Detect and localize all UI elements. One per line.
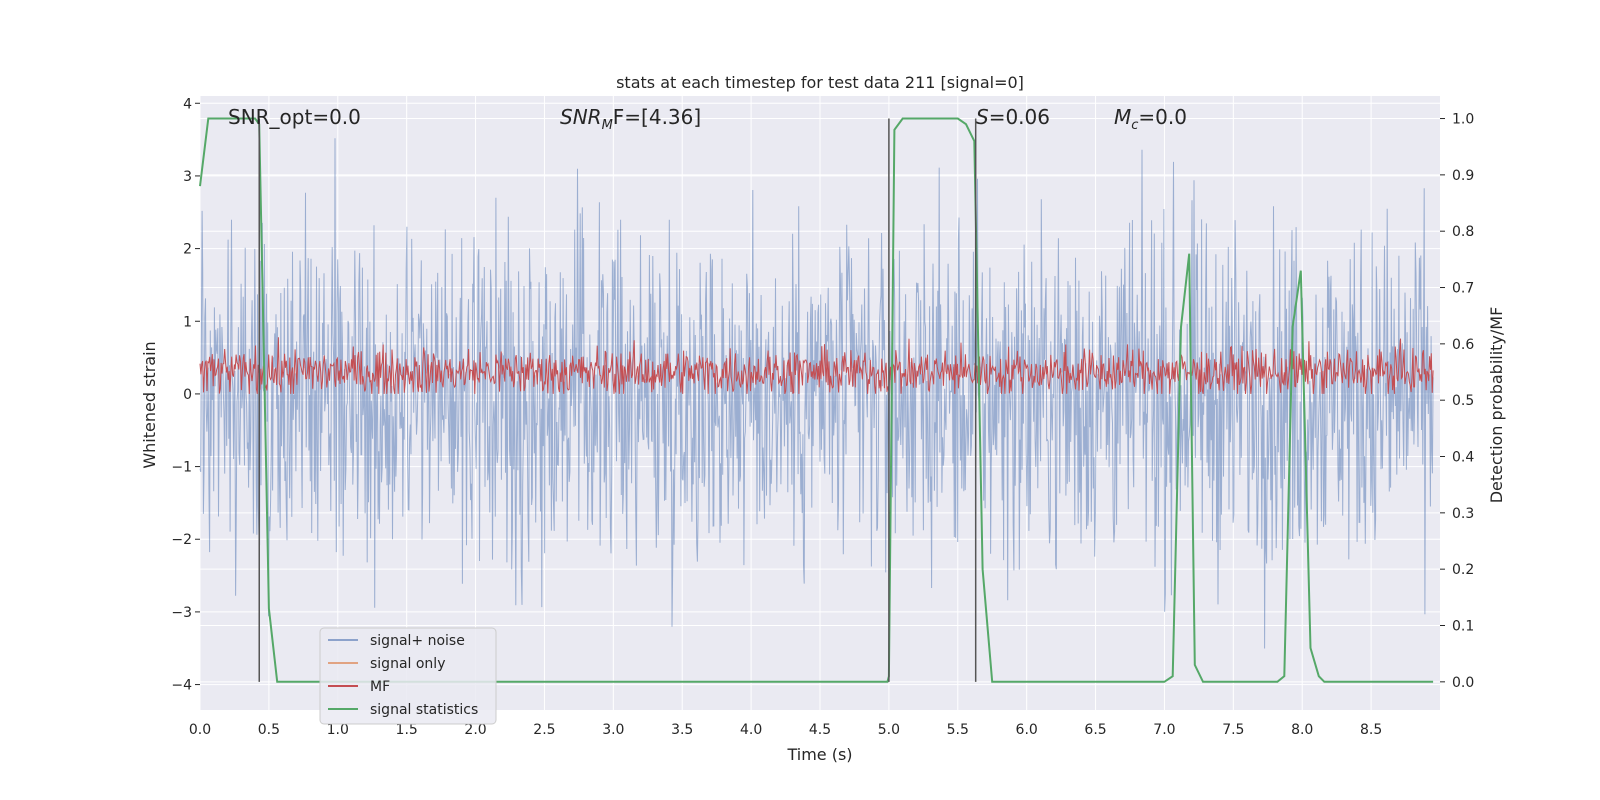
y-tick-label-left: 1 (183, 314, 192, 330)
snr-mf-annotation: SNRMF=[4.36] (560, 105, 701, 133)
x-tick-label: 5.0 (878, 722, 900, 738)
x-tick-label: 2.5 (533, 722, 555, 738)
x-tick-label: 8.5 (1360, 722, 1382, 738)
x-axis-label: Time (s) (786, 745, 852, 764)
x-tick-label: 1.5 (396, 722, 418, 738)
y-tick-label-right: 0.0 (1452, 675, 1474, 691)
signal-statistics-line (199, 117, 1434, 683)
y-tick-label-right: 0.1 (1452, 619, 1474, 635)
legend-label-signal-noise: signal+ noise (370, 633, 465, 649)
y-axis-label-right: Detection probability/MF (1487, 307, 1506, 504)
x-tick-label: 0.0 (189, 722, 211, 738)
y-tick-label-right: 0.3 (1452, 506, 1474, 522)
y-tick-label-right: 1.0 (1452, 112, 1474, 128)
tick-labels: 0.0 0.5 1.0 1.5 2.0 2.5 3.0 3.5 4.0 4.5 5.0 5.5 6.0 6… (171, 96, 1474, 738)
y-tick-label-right: 0.9 (1452, 168, 1474, 184)
y-tick-label-left: 0 (183, 387, 192, 403)
x-tick-label: 4.0 (740, 722, 762, 738)
y-tick-label-left: −2 (171, 532, 192, 548)
x-tick-label: 3.0 (602, 722, 624, 738)
x-tick-label: 1.0 (327, 722, 349, 738)
y-tick-label-left: 2 (183, 242, 192, 258)
x-tick-label: 0.5 (258, 722, 280, 738)
mf-line (199, 337, 1434, 395)
vertical-markers (258, 118, 977, 682)
signal-statistics-series (199, 117, 1434, 683)
x-tick-label: 7.0 (1153, 722, 1175, 738)
legend-frame (319, 627, 497, 725)
y-tick-label-left: −1 (171, 460, 192, 476)
mf-series (199, 337, 1434, 395)
y-tick-label-right: 0.8 (1452, 224, 1474, 240)
y-tick-label-right: 0.4 (1452, 450, 1474, 466)
legend-label-signal-only: signal only (370, 656, 445, 672)
y-tick-label-right: 0.5 (1452, 393, 1474, 409)
y-tick-label-left: 4 (183, 96, 192, 112)
y-tick-label-right: 0.2 (1452, 562, 1474, 578)
x-tick-label: 6.5 (1084, 722, 1106, 738)
mc-sub: c (1131, 118, 1138, 133)
y-tick-label-right: 0.6 (1452, 337, 1474, 353)
x-tick-label: 3.5 (671, 722, 693, 738)
x-tick-label: 5.5 (947, 722, 969, 738)
mc-tail: =0.0 (1138, 105, 1187, 129)
snr-mf-sub: M (602, 118, 613, 133)
s-annotation: S=0.06 (976, 105, 1050, 129)
snr-mf-main: SNR (560, 105, 602, 129)
s-var: S (976, 105, 989, 129)
legend: signal+ noise signal only MF signal stat… (319, 627, 497, 725)
mc-var: M (1114, 105, 1131, 129)
snr-opt-annotation: SNR_opt=0.0 (228, 105, 361, 129)
y-tick-label-left: −3 (171, 605, 192, 621)
y-axis-label-left: Whitened strain (140, 341, 159, 468)
x-tick-label: 4.5 (809, 722, 831, 738)
x-tick-label: 8.0 (1291, 722, 1313, 738)
chart-title: stats at each timestep for test data 211… (616, 73, 1024, 92)
x-tick-label: 2.0 (464, 722, 486, 738)
y-tick-label-left: −4 (171, 678, 192, 694)
snr-mf-tail: F=[4.36] (613, 105, 701, 129)
y-tick-label-right: 0.7 (1452, 281, 1474, 297)
legend-label-signal-statistics: signal statistics (370, 702, 478, 718)
y-tick-label-left: 3 (183, 169, 192, 185)
x-tick-label: 7.5 (1222, 722, 1244, 738)
legend-label-mf: MF (370, 679, 390, 695)
s-tail: =0.06 (989, 105, 1050, 129)
mc-annotation: Mc=0.0 (1114, 105, 1187, 133)
x-tick-label: 6.0 (1016, 722, 1038, 738)
